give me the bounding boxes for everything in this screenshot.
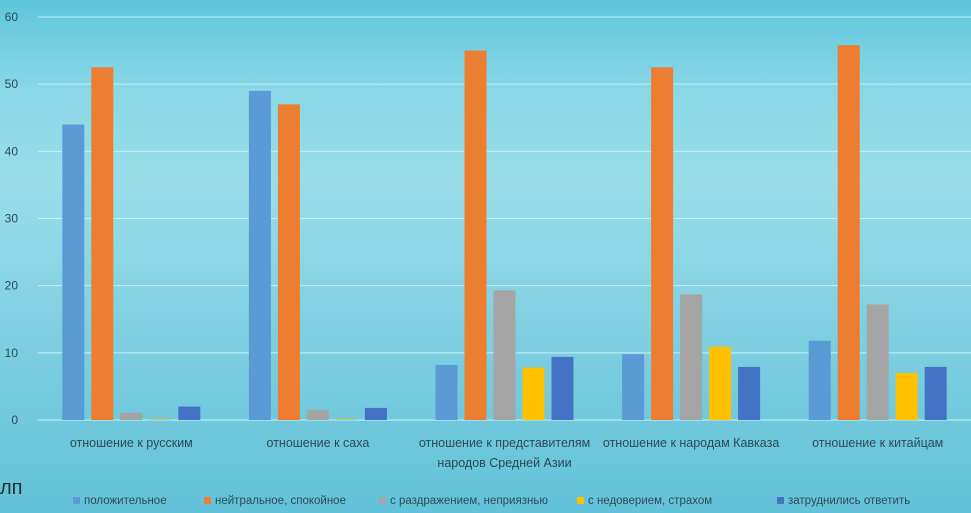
legend-swatch (204, 497, 211, 504)
bar (709, 346, 732, 420)
bar (895, 372, 918, 420)
y-tick-label: 50 (5, 77, 19, 91)
legend-swatch (73, 497, 80, 504)
bar (120, 412, 143, 420)
bar (622, 354, 645, 420)
bar (651, 67, 674, 420)
category-label: отношение к китайцам (812, 436, 943, 450)
bar (91, 67, 114, 420)
legend-swatch (577, 497, 584, 504)
bar (306, 409, 329, 420)
bar (464, 50, 487, 420)
category-label: отношение к представителям (419, 436, 590, 450)
bar (551, 356, 574, 420)
stray-text: лп (0, 477, 23, 499)
y-tick-label: 10 (5, 346, 19, 360)
bar (435, 364, 458, 420)
bar (178, 406, 201, 420)
bar (335, 419, 358, 420)
category-label: отношение к народам Кавказа (603, 436, 779, 450)
category-label: отношение к саха (267, 436, 370, 450)
y-tick-label: 20 (5, 279, 19, 293)
y-tick-label: 0 (11, 413, 18, 427)
bar (62, 124, 85, 420)
category-label: отношение к русским (70, 436, 193, 450)
y-tick-label: 40 (5, 144, 19, 158)
bar (866, 304, 889, 420)
bar (277, 104, 300, 421)
y-tick-label: 60 (5, 10, 19, 24)
category-label: народов Средней Азии (437, 456, 571, 470)
bar (522, 367, 545, 420)
bar (493, 290, 516, 420)
bar (149, 419, 172, 420)
bar (837, 45, 860, 421)
bar (680, 294, 703, 420)
bar (924, 366, 947, 420)
bar (248, 90, 271, 420)
y-tick-label: 30 (5, 212, 19, 226)
legend-label: с раздражением, неприязнью (390, 495, 548, 507)
legend-label: затруднились ответить (788, 495, 910, 507)
bar (738, 366, 761, 420)
legend-label: нейтральное, спокойное (215, 495, 346, 507)
bar (808, 340, 831, 420)
legend-swatch (777, 497, 784, 504)
legend-label: с недоверием, страхом (588, 495, 712, 507)
bar (364, 407, 387, 420)
legend-label: положительное (84, 495, 167, 507)
legend-swatch (379, 497, 386, 504)
